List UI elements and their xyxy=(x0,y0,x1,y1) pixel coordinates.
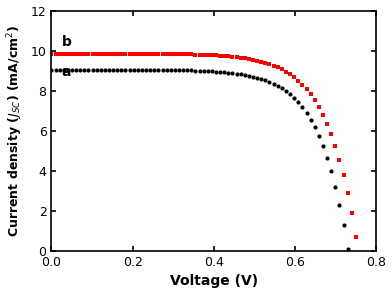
Y-axis label: Current density ($J_{SC}$) (mA/cm$^2$): Current density ($J_{SC}$) (mA/cm$^2$) xyxy=(5,25,25,237)
Text: a: a xyxy=(62,65,71,79)
Text: b: b xyxy=(62,35,71,49)
X-axis label: Voltage (V): Voltage (V) xyxy=(170,274,258,288)
